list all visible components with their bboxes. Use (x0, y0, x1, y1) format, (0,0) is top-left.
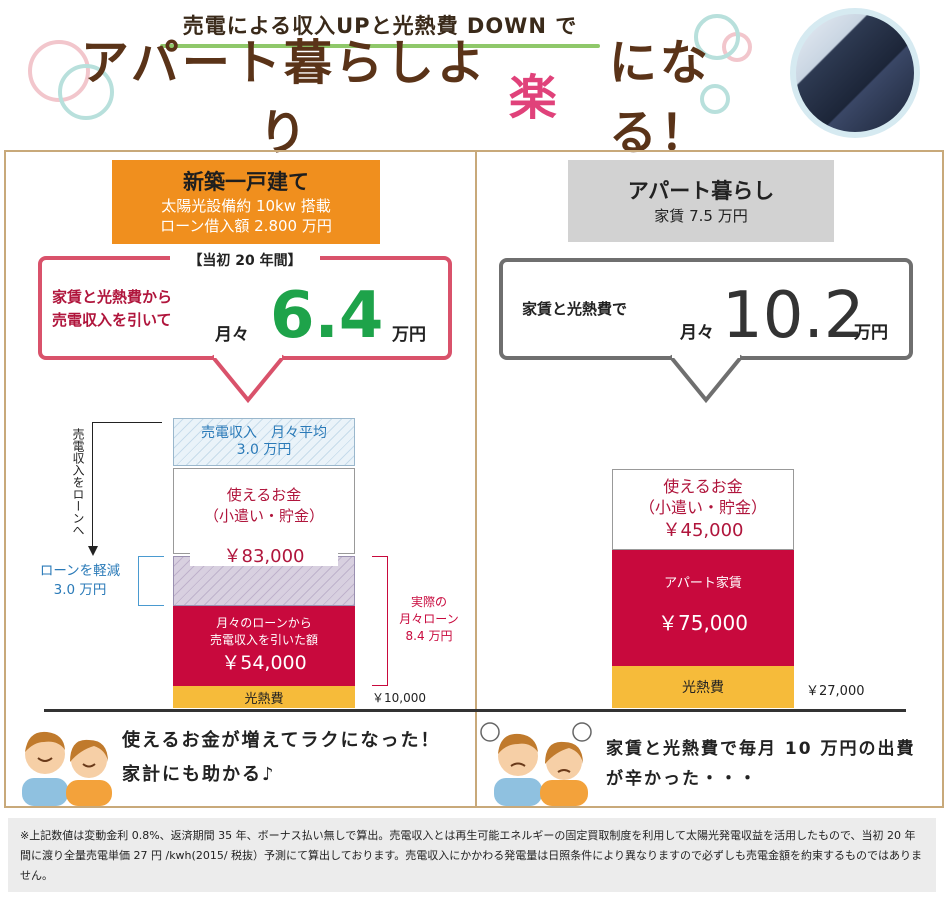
solar-to-loan-label: 売電収入をローンへ (71, 428, 85, 536)
house-usable-sublabel: （小遣い・貯金） (203, 507, 324, 525)
house-amount-unit: 万円 (392, 325, 426, 345)
house-message: 使えるお金が増えてラクになった！ 家計にも助かる♪ (122, 724, 462, 792)
happy-couple-illustration (22, 731, 112, 806)
house-message-line1: 使えるお金が増えてラクになった！ (122, 730, 441, 751)
main-heading-part1: アパート暮らしより (80, 35, 488, 161)
period-label: 【当初 20 年間】 (170, 250, 320, 270)
solar-income-label: 売電収入 月々平均 (201, 425, 327, 441)
apartment-rent-label: アパート家賃 (664, 576, 742, 591)
apartment-utility-amount: ￥27,000 (806, 684, 865, 699)
house-spec-solar: 太陽光設備約 10kw 搭載 (161, 197, 331, 215)
apartment-header: アパート暮らし 家賃 7.5 万円 (568, 160, 834, 242)
arrow-connector (92, 422, 162, 423)
loan-reduction-line1: ローンを軽減 (39, 563, 121, 579)
arrow-down-icon (88, 546, 98, 556)
apartment-message-line2: が辛かった・・・ (606, 769, 758, 789)
house-utility-amount: ￥10,000 (372, 691, 426, 705)
sub-heading-underline (160, 44, 600, 48)
house-title: 新築一戸建て (183, 170, 309, 194)
actual-loan-line1: 実際の (410, 595, 447, 609)
actual-loan-line3: 8.4 万円 (405, 629, 453, 643)
loan-reduction-bracket (138, 556, 164, 606)
apartment-message-line1: 家賃と光熱費で毎月 10 万円の出費 (606, 739, 916, 759)
solar-income-amount: 3.0 万円 (236, 442, 292, 458)
apartment-title: アパート暮らし (627, 179, 775, 203)
loan-reduction-line2: 3.0 万円 (53, 582, 107, 598)
decor-ring-teal-right (700, 84, 730, 114)
actual-loan-bracket (372, 556, 388, 686)
footnote: ※上記数値は変動金利 0.8%、返済期間 35 年、ボーナス払い無しで算出。売電… (8, 818, 936, 892)
chart-baseline (44, 709, 906, 712)
main-heading: アパート暮らしより楽になる！ (60, 35, 760, 161)
apartment-utility-block: 光熱費 (612, 666, 794, 708)
decor-ring-teal (58, 64, 114, 120)
troubled-couple-illustration (480, 722, 592, 806)
apartment-monthly-amount: 10.2 (722, 279, 865, 353)
sub-heading: 売電による収入UPと光熱費 DOWN で (182, 14, 578, 38)
apartment-usable-sublabel: （小遣い・貯金） (638, 497, 767, 517)
actual-loan-line2: 月々ローン (399, 612, 459, 626)
apartment-spec-rent: 家賃 7.5 万円 (654, 207, 748, 225)
main-heading-highlight: 楽 (508, 70, 560, 126)
house-utility-block: 光熱費 (173, 686, 355, 708)
apartment-message: 家賃と光熱費で毎月 10 万円の出費 が辛かった・・・ (606, 734, 936, 794)
house-description-line2: 売電収入を引いて (52, 311, 172, 329)
apartment-bubble-tail (668, 354, 744, 404)
solar-panel-photo (790, 8, 920, 138)
loan-reduction-label: ローンを軽減 3.0 万円 (30, 562, 130, 600)
house-message-line2: 家計にも助かる♪ (122, 764, 276, 785)
solar-income-block: 売電収入 月々平均 3.0 万円 (173, 418, 355, 466)
apartment-description: 家賃と光熱費で (522, 300, 628, 318)
main-heading-part2: になる！ (608, 35, 711, 161)
house-header: 新築一戸建て 太陽光設備約 10kw 搭載 ローン借入額 2.800 万円 (112, 160, 380, 244)
apartment-usable-amount: ￥45,000 (662, 519, 744, 541)
house-bubble-tail (210, 354, 286, 404)
column-divider (475, 152, 477, 807)
house-usable-money-block: 使えるお金 （小遣い・貯金） (173, 468, 355, 554)
apartment-usable-label: 使えるお金 (663, 476, 743, 496)
house-monthly-label: 月々 (215, 325, 249, 345)
house-description: 家賃と光熱費から 売電収入を引いて (52, 286, 202, 332)
house-monthly-amount: 6.4 (270, 279, 384, 353)
net-loan-label1: 月々のローンから (216, 616, 312, 630)
net-loan-amount: ￥54,000 (221, 652, 307, 674)
house-net-loan-block: 月々のローンから 売電収入を引いた額 ￥54,000 (173, 606, 355, 686)
comparison-frame (4, 150, 944, 808)
actual-loan-label: 実際の 月々ローン 8.4 万円 (392, 594, 466, 645)
apartment-monthly-label: 月々 (680, 323, 714, 343)
house-spec-loan: ローン借入額 2.800 万円 (160, 217, 332, 235)
apartment-amount-unit: 万円 (854, 323, 888, 343)
decor-ring-teal-small (694, 14, 740, 60)
house-description-line1: 家賃と光熱費から (52, 288, 173, 306)
net-loan-label2: 売電収入を引いた額 (209, 633, 318, 647)
apartment-rent-amount: ￥75,000 (658, 611, 748, 635)
house-usable-amount: ￥83,000 (190, 544, 338, 567)
house-usable-label: 使えるお金 (226, 486, 302, 504)
apartment-rent-block: アパート家賃 ￥75,000 (612, 550, 794, 666)
apartment-usable-money-block: 使えるお金 （小遣い・貯金） ￥45,000 (612, 469, 794, 550)
arrow-shaft (92, 422, 93, 552)
